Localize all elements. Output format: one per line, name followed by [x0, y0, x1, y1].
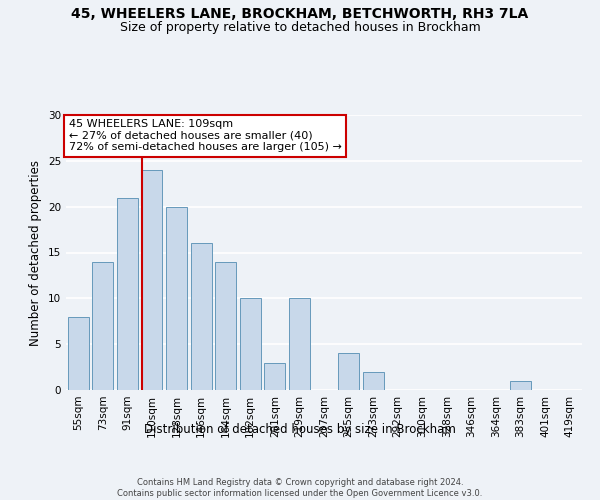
- Text: 45 WHEELERS LANE: 109sqm
← 27% of detached houses are smaller (40)
72% of semi-d: 45 WHEELERS LANE: 109sqm ← 27% of detach…: [68, 119, 341, 152]
- Bar: [92, 262, 113, 390]
- Bar: [338, 354, 359, 390]
- Bar: [510, 381, 531, 390]
- Y-axis label: Number of detached properties: Number of detached properties: [29, 160, 43, 346]
- Bar: [289, 298, 310, 390]
- Text: Size of property relative to detached houses in Brockham: Size of property relative to detached ho…: [119, 21, 481, 34]
- Bar: [215, 262, 236, 390]
- Bar: [117, 198, 138, 390]
- Bar: [142, 170, 163, 390]
- Bar: [191, 244, 212, 390]
- Bar: [68, 316, 89, 390]
- Text: Distribution of detached houses by size in Brockham: Distribution of detached houses by size …: [144, 422, 456, 436]
- Bar: [265, 362, 286, 390]
- Text: 45, WHEELERS LANE, BROCKHAM, BETCHWORTH, RH3 7LA: 45, WHEELERS LANE, BROCKHAM, BETCHWORTH,…: [71, 8, 529, 22]
- Bar: [362, 372, 383, 390]
- Bar: [240, 298, 261, 390]
- Text: Contains HM Land Registry data © Crown copyright and database right 2024.
Contai: Contains HM Land Registry data © Crown c…: [118, 478, 482, 498]
- Bar: [166, 206, 187, 390]
